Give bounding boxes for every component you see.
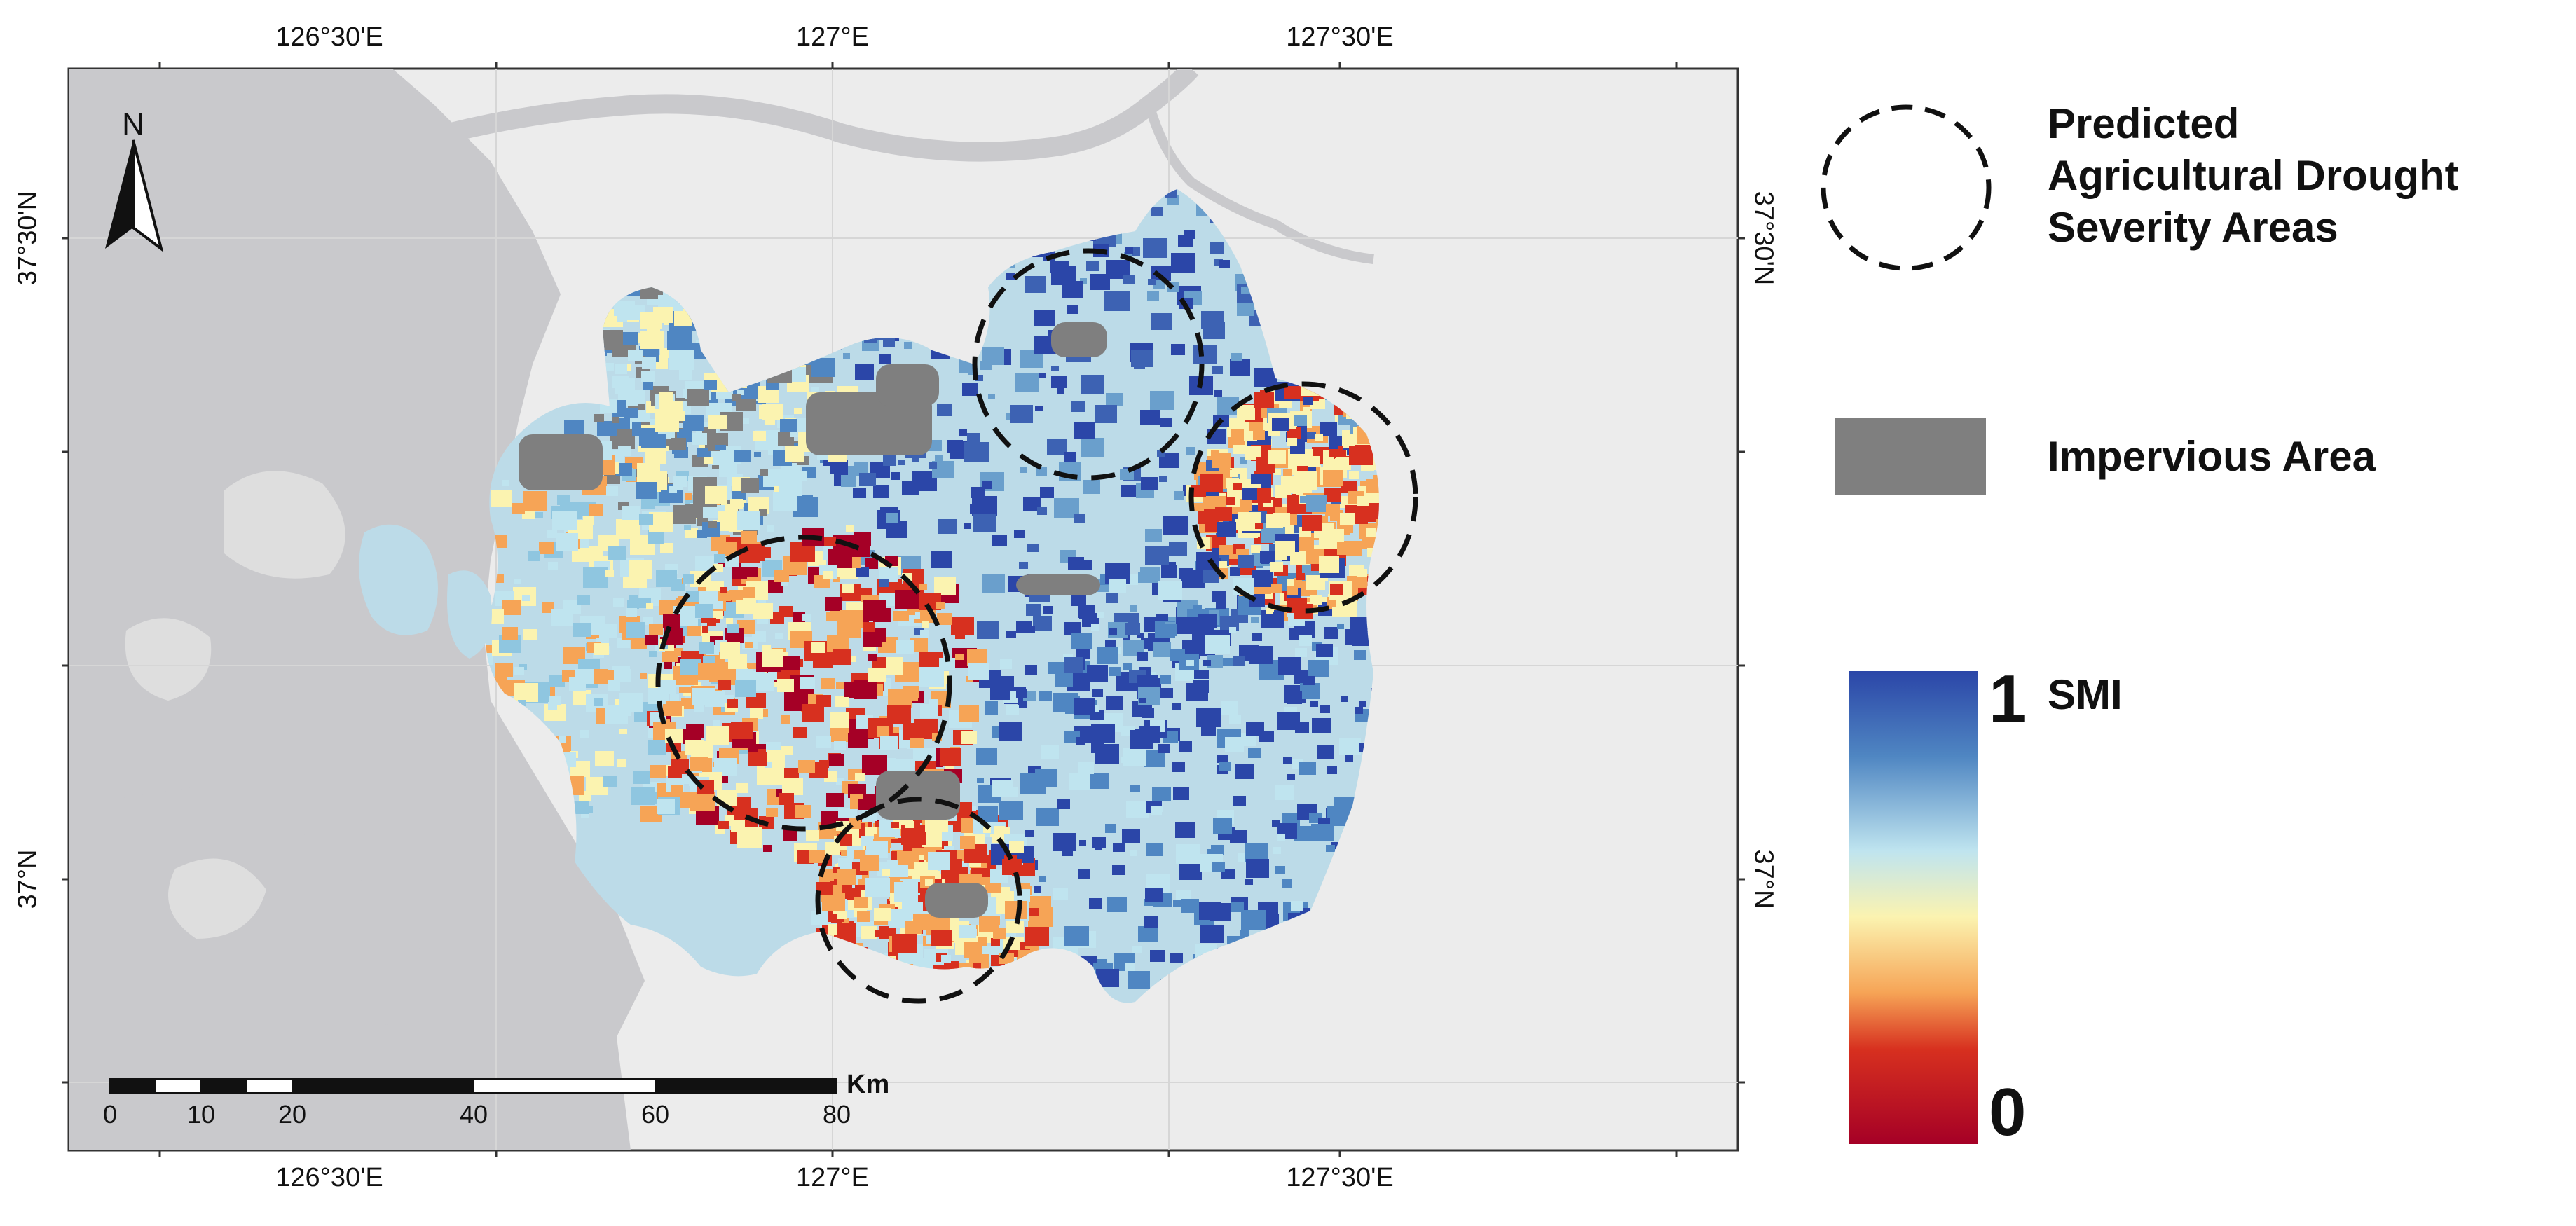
river-branch xyxy=(1144,104,1374,264)
top-lon-label-2: 127°E xyxy=(796,22,869,52)
island xyxy=(168,858,266,939)
scale-bar xyxy=(109,1078,837,1094)
drought-circles xyxy=(655,248,1418,1004)
legend-drought-line-1: Predicted xyxy=(2048,100,2240,147)
scale-unit: Km xyxy=(847,1070,890,1099)
legend-smi-min: 0 xyxy=(1989,1075,2027,1150)
legend-impervious-label: Impervious Area xyxy=(2048,433,2376,480)
region-islet xyxy=(359,524,438,635)
right-lat-label-2: 37°N xyxy=(1748,849,1779,909)
scale-tick-20: 20 xyxy=(278,1100,307,1129)
legend-smi-label: SMI xyxy=(2048,671,2123,718)
scale-tick-0: 0 xyxy=(102,1100,118,1129)
north-arrow-label: N xyxy=(122,107,144,142)
study-region xyxy=(359,189,1380,1003)
legend-drought-circle-icon xyxy=(1821,104,1992,271)
island xyxy=(125,618,212,701)
scale-tick-80: 80 xyxy=(822,1100,851,1129)
estuary xyxy=(69,785,420,1121)
drought-circle-south xyxy=(815,797,1022,1004)
right-lat-label-1: 37°30'N xyxy=(1748,191,1779,286)
legend-smi-max: 1 xyxy=(1989,661,2027,736)
bottom-lon-label-2: 127°E xyxy=(796,1163,869,1192)
drought-circle-northeast xyxy=(972,248,1205,481)
legend-drought-line-2: Agricultural Drought xyxy=(2048,152,2459,199)
river xyxy=(446,69,1199,162)
scale-tick-40: 40 xyxy=(459,1100,488,1129)
top-lon-label-1: 126°30'E xyxy=(275,22,383,52)
graticule-ticks xyxy=(62,62,1745,1157)
legend-smi-colorbar xyxy=(1849,671,1978,1144)
legend-impervious-swatch xyxy=(1835,418,1986,495)
legend-drought-areas-label: Predicted Agricultural Drought Severity … xyxy=(2048,98,2459,254)
region-islet xyxy=(447,570,492,659)
bottom-lon-label-1: 126°30'E xyxy=(275,1163,383,1192)
top-lon-label-3: 127°30'E xyxy=(1286,22,1394,52)
bottom-lon-label-3: 127°30'E xyxy=(1286,1163,1394,1192)
island xyxy=(224,471,345,579)
left-lat-label-1: 37°30'N xyxy=(13,191,43,286)
drought-circle-east xyxy=(1188,381,1418,614)
legend-drought-line-3: Severity Areas xyxy=(2048,204,2338,251)
drought-circle-west xyxy=(655,535,952,832)
north-arrow-icon xyxy=(105,139,164,253)
scale-tick-10: 10 xyxy=(186,1100,216,1129)
scale-tick-60: 60 xyxy=(640,1100,670,1129)
left-lat-label-2: 37°N xyxy=(13,849,43,909)
